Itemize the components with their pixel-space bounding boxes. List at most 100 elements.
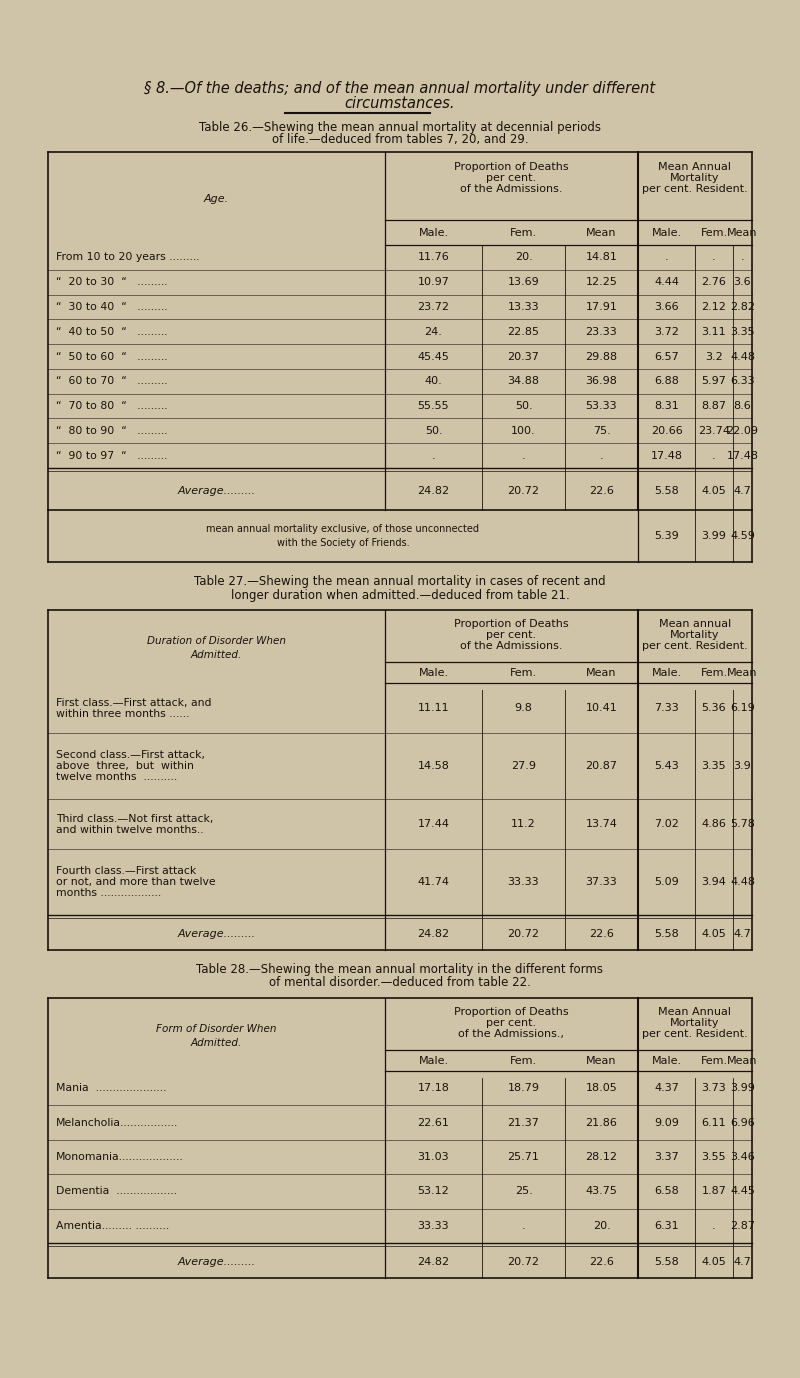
Text: 4.05: 4.05 [702, 929, 726, 938]
Text: 23.74: 23.74 [698, 426, 730, 435]
Text: Mania  .....................: Mania ..................... [56, 1083, 166, 1093]
Text: .: . [522, 1221, 526, 1231]
Text: 25.: 25. [514, 1186, 532, 1196]
Text: Amentia......... ..........: Amentia......... .......... [56, 1221, 170, 1231]
Text: 3.99: 3.99 [730, 1083, 755, 1093]
Text: 3.9: 3.9 [734, 761, 751, 772]
Text: 6.33: 6.33 [730, 376, 755, 386]
Text: First class.—First attack, and: First class.—First attack, and [56, 697, 211, 708]
Text: 2.76: 2.76 [702, 277, 726, 287]
Text: Age.: Age. [204, 193, 229, 204]
Text: 3.2: 3.2 [705, 351, 723, 361]
Text: 24.82: 24.82 [418, 485, 450, 496]
Text: 5.09: 5.09 [654, 878, 679, 887]
Text: Melancholia.................: Melancholia................. [56, 1118, 178, 1127]
Text: per cent. Resident.: per cent. Resident. [642, 1029, 748, 1039]
Text: months ..................: months .................. [56, 889, 162, 898]
Text: 5.58: 5.58 [654, 929, 679, 938]
Text: .: . [712, 252, 716, 262]
Text: 3.35: 3.35 [702, 761, 726, 772]
Text: 13.69: 13.69 [508, 277, 539, 287]
Text: 5.43: 5.43 [654, 761, 679, 772]
Text: 7.02: 7.02 [654, 819, 679, 830]
Text: 3.73: 3.73 [702, 1083, 726, 1093]
Text: 20.87: 20.87 [586, 761, 618, 772]
Text: Mean: Mean [727, 1056, 758, 1065]
Text: 22.85: 22.85 [507, 327, 539, 336]
Text: 14.58: 14.58 [418, 761, 450, 772]
Text: 3.66: 3.66 [654, 302, 679, 311]
Text: 22.6: 22.6 [589, 1257, 614, 1266]
Text: 21.86: 21.86 [586, 1118, 618, 1127]
Text: 20.72: 20.72 [507, 485, 539, 496]
Text: 20.37: 20.37 [507, 351, 539, 361]
Text: 8.87: 8.87 [702, 401, 726, 411]
Text: 8.31: 8.31 [654, 401, 679, 411]
Text: within three months ......: within three months ...... [56, 708, 190, 719]
Text: Mean: Mean [586, 667, 617, 678]
Text: 4.7: 4.7 [734, 485, 751, 496]
Text: 8.6: 8.6 [734, 401, 751, 411]
Text: Fem.: Fem. [510, 227, 537, 237]
Text: or not, and more than twelve: or not, and more than twelve [56, 878, 216, 887]
Text: Fem.: Fem. [510, 1056, 537, 1065]
Text: 22.61: 22.61 [418, 1118, 450, 1127]
Text: 22.6: 22.6 [589, 485, 614, 496]
Text: Average.........: Average......... [178, 1257, 255, 1266]
Text: mean annual mortality exclusive, of those unconnected: mean annual mortality exclusive, of thos… [206, 524, 479, 535]
Text: 4.45: 4.45 [730, 1186, 755, 1196]
Text: Average.........: Average......... [178, 929, 255, 938]
Text: 29.88: 29.88 [586, 351, 618, 361]
Text: 21.37: 21.37 [507, 1118, 539, 1127]
Text: circumstances.: circumstances. [345, 95, 455, 110]
Text: .: . [712, 451, 716, 460]
Text: Male.: Male. [418, 667, 449, 678]
Text: 17.44: 17.44 [418, 819, 450, 830]
Text: Mean: Mean [586, 227, 617, 237]
Text: of mental disorder.—deduced from table 22.: of mental disorder.—deduced from table 2… [269, 977, 531, 989]
Text: 17.48: 17.48 [650, 451, 682, 460]
Text: 55.55: 55.55 [418, 401, 450, 411]
Text: Mortality: Mortality [670, 1018, 720, 1028]
Text: and within twelve months..: and within twelve months.. [56, 824, 204, 835]
Text: 3.72: 3.72 [654, 327, 679, 336]
Text: Mean annual: Mean annual [659, 619, 731, 628]
Text: 5.58: 5.58 [654, 485, 679, 496]
Text: 45.45: 45.45 [418, 351, 450, 361]
Text: 9.8: 9.8 [514, 703, 533, 714]
Text: 24.82: 24.82 [418, 1257, 450, 1266]
Text: Fem.: Fem. [701, 227, 727, 237]
Text: Third class.—Not first attack,: Third class.—Not first attack, [56, 813, 214, 824]
Text: Proportion of Deaths: Proportion of Deaths [454, 163, 569, 172]
Text: 43.75: 43.75 [586, 1186, 618, 1196]
Text: 13.33: 13.33 [508, 302, 539, 311]
Text: 6.19: 6.19 [730, 703, 755, 714]
Text: 1.87: 1.87 [702, 1186, 726, 1196]
Text: with the Society of Friends.: with the Society of Friends. [277, 537, 410, 548]
Text: Dementia  ..................: Dementia .................. [56, 1186, 177, 1196]
Text: 12.25: 12.25 [586, 277, 618, 287]
Text: 2.12: 2.12 [702, 302, 726, 311]
Text: 20.: 20. [514, 252, 532, 262]
Text: above  three,  but  within: above three, but within [56, 761, 194, 772]
Text: twelve months  ..........: twelve months .......... [56, 772, 178, 783]
Text: 3.11: 3.11 [702, 327, 726, 336]
Text: 4.44: 4.44 [654, 277, 679, 287]
Text: Male.: Male. [418, 227, 449, 237]
Text: Fem.: Fem. [701, 667, 727, 678]
Text: Duration of Disorder When: Duration of Disorder When [147, 637, 286, 646]
Text: of the Admissions.: of the Admissions. [460, 185, 562, 194]
Text: 34.88: 34.88 [507, 376, 539, 386]
Text: Table 26.—Shewing the mean annual mortality at decennial periods: Table 26.—Shewing the mean annual mortal… [199, 120, 601, 134]
Text: .: . [432, 451, 435, 460]
Text: 3.55: 3.55 [702, 1152, 726, 1162]
Text: 17.48: 17.48 [726, 451, 758, 460]
Text: .: . [600, 451, 603, 460]
Text: “  30 to 40  “   .........: “ 30 to 40 “ ......... [56, 302, 168, 311]
Text: per cent.: per cent. [486, 630, 537, 639]
Text: 5.36: 5.36 [702, 703, 726, 714]
Text: 20.: 20. [593, 1221, 610, 1231]
Text: 40.: 40. [425, 376, 442, 386]
Text: 22.09: 22.09 [726, 426, 758, 435]
Text: 27.9: 27.9 [511, 761, 536, 772]
